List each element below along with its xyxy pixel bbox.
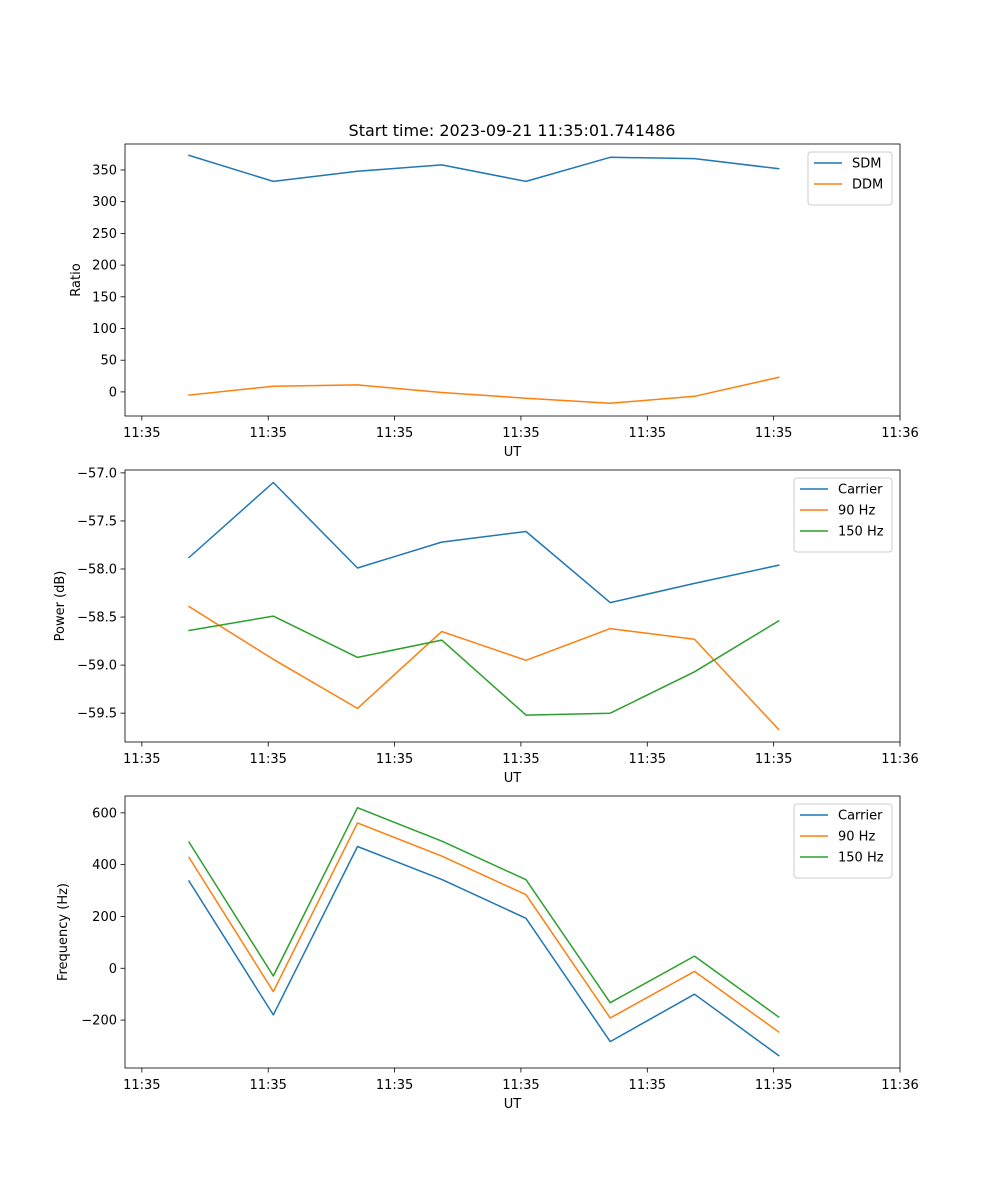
y-tick-label: 400 bbox=[92, 858, 117, 873]
x-tick-label: 11:35 bbox=[502, 426, 539, 441]
series-line-150-hz bbox=[187, 806, 780, 1019]
y-tick-label: −59.0 bbox=[77, 659, 117, 674]
x-tick-label: 11:36 bbox=[881, 426, 918, 441]
x-axis-label: UT bbox=[504, 771, 522, 786]
x-tick-label: 11:35 bbox=[755, 1078, 792, 1093]
legend-label: Carrier bbox=[838, 483, 883, 498]
legend: SDM DDM bbox=[807, 151, 893, 206]
x-axis-label: UT bbox=[504, 445, 522, 460]
axes-frame bbox=[124, 469, 901, 743]
legend-label: 90 Hz bbox=[838, 830, 875, 845]
legend-label: 150 Hz bbox=[838, 525, 884, 540]
x-tick-label: 11:35 bbox=[755, 426, 792, 441]
series-line-ddm bbox=[188, 376, 780, 405]
legend: Carrier 90 Hz 150 Hz bbox=[793, 477, 893, 553]
x-tick-label: 11:35 bbox=[502, 1078, 539, 1093]
y-tick-label: −57.5 bbox=[77, 514, 117, 529]
y-tick-label: 200 bbox=[92, 910, 117, 925]
y-tick-label: −58.0 bbox=[77, 562, 117, 577]
y-tick-label: 200 bbox=[92, 259, 117, 274]
legend-box bbox=[793, 803, 893, 879]
legend-label: Carrier bbox=[838, 809, 883, 824]
x-tick-label: 11:35 bbox=[249, 1078, 286, 1093]
legend-label: 90 Hz bbox=[838, 504, 875, 519]
legend-label: DDM bbox=[852, 178, 883, 193]
x-tick-label: 11:35 bbox=[629, 1078, 666, 1093]
x-tick-label: 11:35 bbox=[123, 752, 160, 767]
x-tick-label: 11:35 bbox=[376, 426, 413, 441]
x-tick-label: 11:35 bbox=[376, 752, 413, 767]
x-tick-label: 11:35 bbox=[376, 1078, 413, 1093]
panels: 11:35 11:35 11:35 11:35 11:35 11:35 11:36 0 50 10… bbox=[53, 143, 919, 1112]
series-line-150-hz bbox=[188, 615, 780, 716]
series-line-90-hz bbox=[187, 822, 780, 1034]
y-axis-label: Power (dB) bbox=[53, 571, 68, 642]
chart-2: 11:35 11:35 11:35 11:35 11:35 11:35 11:36 −59.5… bbox=[53, 466, 919, 786]
x-tick-label: 11:35 bbox=[502, 752, 539, 767]
y-axis-label: Ratio bbox=[69, 263, 84, 296]
series-line-90-hz bbox=[187, 605, 780, 731]
y-tick-label: −200 bbox=[81, 1014, 117, 1029]
x-tick-label: 11:35 bbox=[755, 752, 792, 767]
series-line-carrier bbox=[187, 845, 780, 1057]
x-tick-label: 11:35 bbox=[249, 752, 286, 767]
x-tick-label: 11:35 bbox=[249, 426, 286, 441]
legend-box bbox=[807, 151, 893, 206]
x-tick-label: 11:36 bbox=[881, 752, 918, 767]
y-tick-label: 0 bbox=[109, 385, 117, 400]
y-tick-label: 100 bbox=[92, 322, 117, 337]
legend-label: SDM bbox=[852, 157, 881, 172]
chart-3: 11:35 11:35 11:35 11:35 11:35 11:35 11:36 −200 0… bbox=[56, 795, 919, 1112]
y-tick-label: 600 bbox=[92, 806, 117, 821]
legend: Carrier 90 Hz 150 Hz bbox=[793, 803, 893, 879]
y-tick-label: 150 bbox=[92, 290, 117, 305]
y-tick-label: −58.5 bbox=[77, 611, 117, 626]
figure-title: Start time: 2023-09-21 11:35:01.741486 bbox=[349, 121, 676, 140]
axes-frame bbox=[124, 143, 901, 417]
legend-label: 150 Hz bbox=[838, 851, 884, 866]
x-tick-label: 11:35 bbox=[629, 752, 666, 767]
x-tick-label: 11:35 bbox=[629, 426, 666, 441]
legend-box bbox=[793, 477, 893, 553]
y-tick-label: 350 bbox=[92, 163, 117, 178]
y-tick-label: 300 bbox=[92, 195, 117, 210]
x-tick-label: 11:35 bbox=[123, 1078, 160, 1093]
series-line-sdm bbox=[188, 154, 780, 183]
chart-1: 11:35 11:35 11:35 11:35 11:35 11:35 11:36 0 50 10… bbox=[69, 143, 919, 460]
y-tick-label: 50 bbox=[100, 354, 117, 369]
y-axis-label: Frequency (Hz) bbox=[56, 883, 71, 981]
y-tick-label: −59.5 bbox=[77, 707, 117, 722]
series-line-carrier bbox=[187, 481, 780, 604]
y-tick-label: −57.0 bbox=[77, 466, 117, 481]
x-tick-label: 11:36 bbox=[881, 1078, 918, 1093]
x-axis-label: UT bbox=[504, 1097, 522, 1112]
y-tick-label: 0 bbox=[109, 962, 117, 977]
axes-frame bbox=[124, 795, 901, 1069]
y-tick-label: 250 bbox=[92, 227, 117, 242]
x-tick-label: 11:35 bbox=[123, 426, 160, 441]
